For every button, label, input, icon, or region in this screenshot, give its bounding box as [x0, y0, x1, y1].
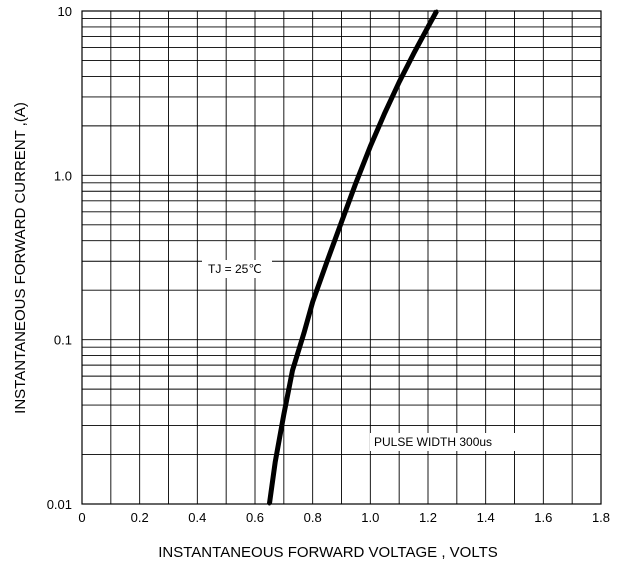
annotation-pulse-width: PULSE WIDTH 300us [374, 435, 492, 449]
y-tick-label: 0.1 [54, 333, 72, 348]
series-point [311, 300, 315, 304]
x-tick-label: 0 [78, 510, 85, 525]
x-axis-title: INSTANTANEOUS FORWARD VOLTAGE , VOLTS [158, 544, 498, 561]
x-tick-label: 0.2 [131, 510, 149, 525]
series-point [435, 9, 439, 13]
plot-border [81, 10, 602, 505]
x-tick-label: 0.6 [246, 510, 264, 525]
chart-grid [82, 11, 601, 504]
x-tick-label: 1.6 [534, 510, 552, 525]
series-point [354, 181, 358, 185]
series-point [412, 52, 416, 56]
series-point [302, 331, 306, 335]
series-point [325, 259, 329, 263]
series-point [267, 502, 271, 506]
y-tick-label: 1.0 [54, 168, 72, 183]
series-point [282, 413, 286, 417]
series-point [340, 220, 343, 224]
x-tick-label: 0.4 [188, 510, 206, 525]
y-tick-label: 0.01 [47, 497, 72, 512]
series-point [273, 460, 277, 464]
annotation-tj: TJ = 25℃ [208, 262, 262, 276]
x-tick-label: 1.2 [419, 510, 437, 525]
series-line [266, 9, 439, 505]
y-tick-labels: 0.01 0.1 1.0 10 [47, 4, 72, 512]
annotation-tj-background [202, 260, 272, 278]
x-tick-label: 1.0 [361, 510, 379, 525]
annotation-pulse-background [370, 433, 540, 451]
series-point [290, 368, 294, 372]
series-point [426, 25, 430, 29]
series-point [383, 111, 387, 115]
x-tick-label: 1.8 [592, 510, 610, 525]
series-point [397, 80, 401, 84]
x-tick-label: 1.4 [477, 510, 495, 525]
x-tick-labels: 0 0.2 0.4 0.6 0.8 1.0 1.2 1.4 1.6 1.8 [78, 510, 610, 525]
y-tick-label: 10 [58, 4, 72, 19]
series-points [267, 9, 439, 506]
x-tick-label: 0.8 [304, 510, 322, 525]
series-point [368, 144, 372, 148]
y-axis-title: INSTANTANEOUS FORWARD CURRENT ,(A) [12, 102, 29, 414]
